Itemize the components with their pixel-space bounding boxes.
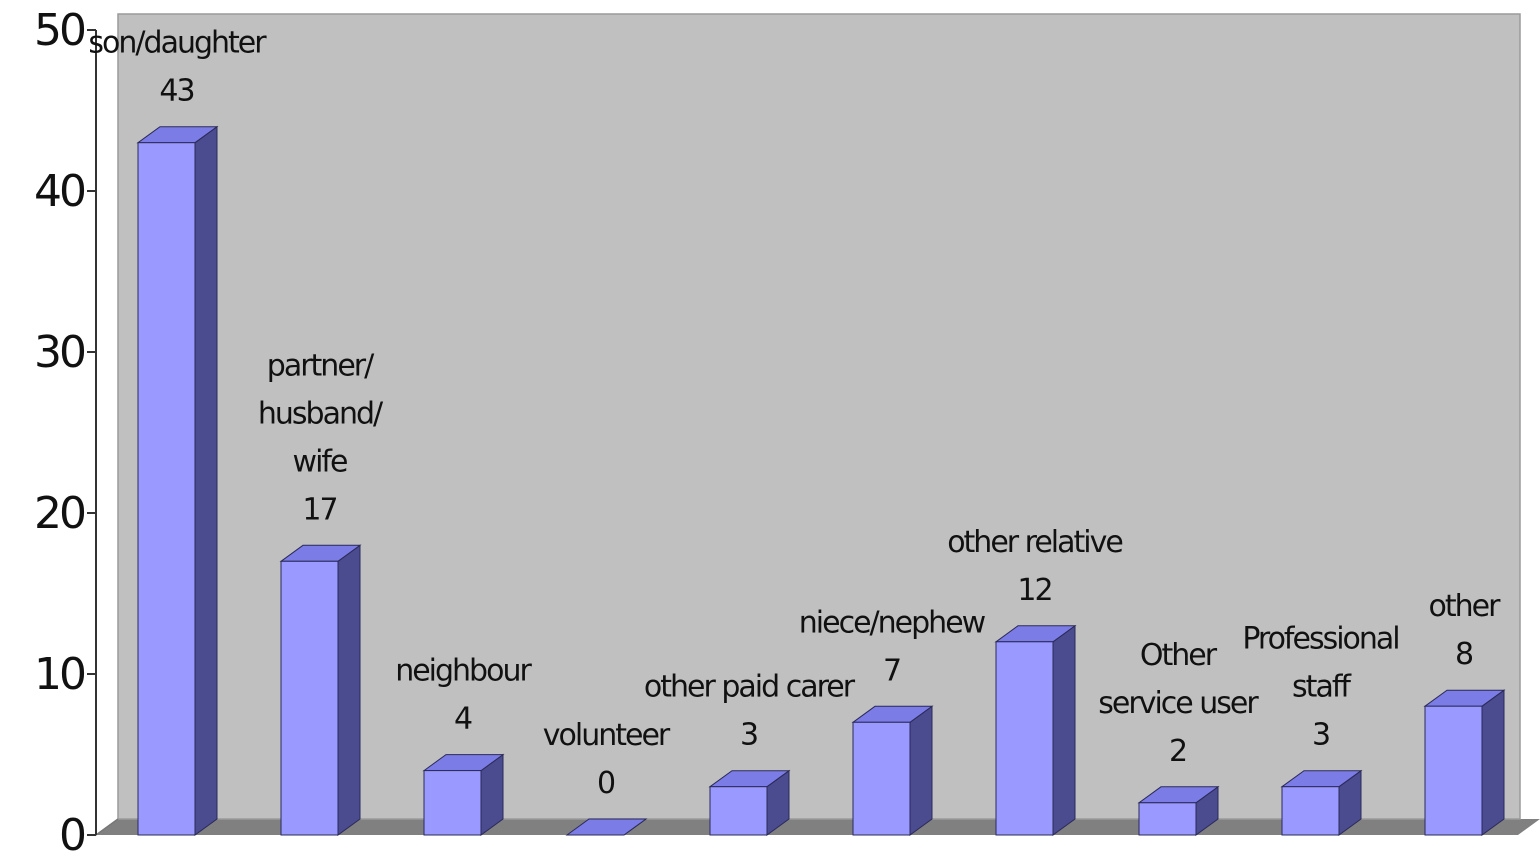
bar-front [852, 721, 911, 836]
category-label: Other [1140, 638, 1218, 673]
category-label: staff [1292, 670, 1352, 705]
category-label: neighbour [395, 654, 532, 689]
category-label: other paid carer [644, 670, 856, 705]
bar-front [137, 142, 196, 836]
plot-left-wall [95, 818, 119, 836]
value-label: 0 [597, 766, 615, 801]
value-label: 3 [740, 718, 757, 753]
y-tick-label: 30 [34, 327, 85, 378]
value-label: 3 [1312, 718, 1329, 753]
value-label: 4 [454, 702, 472, 737]
bar [422, 753, 505, 836]
value-label: 2 [1169, 734, 1186, 769]
category-label: service user [1098, 686, 1259, 721]
bar-side [337, 544, 361, 836]
bar-front [709, 786, 768, 836]
bar-front [995, 641, 1054, 836]
y-tick-label: 10 [34, 649, 85, 700]
category-label: wife [293, 444, 347, 479]
bar [708, 769, 791, 836]
bar [851, 705, 934, 836]
category-label: son/daughter [88, 26, 267, 61]
bar-front [423, 770, 482, 836]
bar-side [909, 705, 933, 836]
category-label: volunteer [543, 718, 671, 753]
bar [1280, 769, 1363, 836]
category-label: partner/ [267, 348, 375, 383]
bars [136, 125, 1506, 836]
y-tick-label: 50 [34, 5, 85, 56]
value-label: 43 [159, 74, 193, 109]
value-label: 8 [1455, 637, 1473, 672]
data-labels: son/daughter43partner/husband/wife17neig… [88, 26, 1503, 801]
bar [565, 818, 648, 836]
category-label: Professional [1242, 622, 1398, 657]
category-label: niece/nephew [799, 605, 986, 640]
y-tick-label: 20 [34, 488, 85, 539]
bar [1423, 689, 1506, 836]
bar-front [1424, 705, 1483, 836]
bar-side [194, 125, 218, 836]
y-tick-label: 0 [59, 810, 85, 861]
bar-front [1138, 802, 1197, 836]
category-label: husband/ [258, 396, 384, 431]
bar [279, 544, 362, 836]
y-axis-ticks: 0 10 20 30 40 50 [34, 5, 96, 861]
bar [1137, 785, 1220, 836]
bar-side [1481, 689, 1505, 836]
bar-front [1281, 786, 1340, 836]
y-tick-label: 40 [34, 166, 85, 217]
bar [994, 624, 1077, 836]
value-label: 17 [302, 492, 336, 527]
bar-front [280, 560, 339, 836]
value-label: 7 [883, 653, 900, 688]
bar [136, 125, 219, 836]
value-label: 12 [1017, 573, 1051, 608]
bar-top [565, 818, 648, 836]
category-label: other relative [947, 525, 1122, 560]
bar-side [1052, 624, 1076, 836]
category-label: other [1429, 589, 1502, 624]
